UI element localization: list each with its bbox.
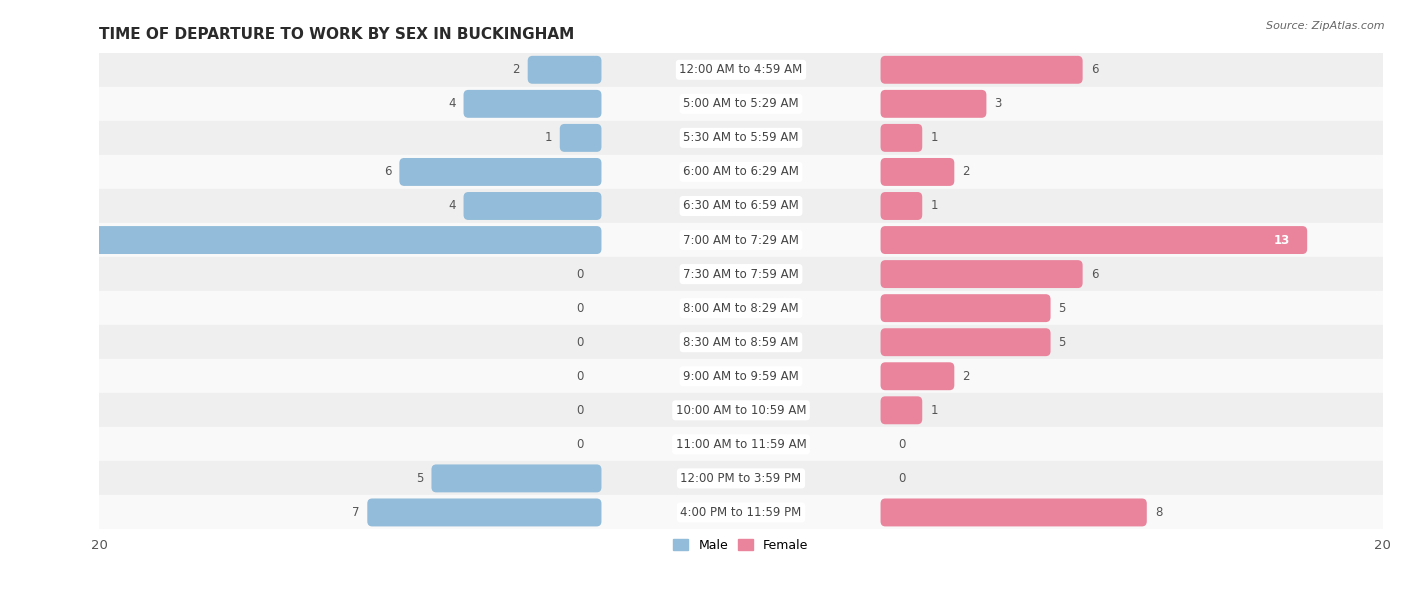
Text: 0: 0 xyxy=(576,438,583,451)
Text: 4: 4 xyxy=(449,97,456,110)
Text: 8:30 AM to 8:59 AM: 8:30 AM to 8:59 AM xyxy=(683,336,799,349)
Bar xyxy=(100,495,1382,529)
Bar xyxy=(100,359,1382,393)
Bar xyxy=(468,197,596,215)
Bar xyxy=(886,61,1078,78)
Text: 1: 1 xyxy=(931,200,938,213)
FancyBboxPatch shape xyxy=(880,362,955,390)
Bar xyxy=(100,427,1382,462)
Text: 5:30 AM to 5:59 AM: 5:30 AM to 5:59 AM xyxy=(683,131,799,144)
Text: 6: 6 xyxy=(384,166,391,178)
Text: 6: 6 xyxy=(1091,267,1098,280)
FancyBboxPatch shape xyxy=(367,498,602,526)
Text: 19: 19 xyxy=(0,233,17,247)
Bar xyxy=(100,189,1382,223)
Text: 4:00 PM to 11:59 PM: 4:00 PM to 11:59 PM xyxy=(681,506,801,519)
FancyBboxPatch shape xyxy=(527,56,602,84)
FancyBboxPatch shape xyxy=(880,260,1083,288)
Text: 5: 5 xyxy=(1059,336,1066,349)
FancyBboxPatch shape xyxy=(880,226,1308,254)
Bar xyxy=(100,223,1382,257)
FancyBboxPatch shape xyxy=(560,124,602,152)
Text: 2: 2 xyxy=(962,166,970,178)
Text: 0: 0 xyxy=(898,438,905,451)
FancyBboxPatch shape xyxy=(880,192,922,220)
Text: 5: 5 xyxy=(1059,302,1066,315)
Text: 2: 2 xyxy=(512,64,520,76)
FancyBboxPatch shape xyxy=(880,56,1083,84)
Text: 1: 1 xyxy=(544,131,551,144)
FancyBboxPatch shape xyxy=(399,158,602,186)
Text: 2: 2 xyxy=(962,369,970,383)
Bar xyxy=(565,129,596,147)
FancyBboxPatch shape xyxy=(464,90,602,118)
Text: 8: 8 xyxy=(1154,506,1163,519)
Text: 6:00 AM to 6:29 AM: 6:00 AM to 6:29 AM xyxy=(683,166,799,178)
Text: 6:30 AM to 6:59 AM: 6:30 AM to 6:59 AM xyxy=(683,200,799,213)
Text: 1: 1 xyxy=(931,131,938,144)
Text: 5:00 AM to 5:29 AM: 5:00 AM to 5:29 AM xyxy=(683,97,799,110)
FancyBboxPatch shape xyxy=(880,90,987,118)
Bar xyxy=(373,504,596,522)
Text: TIME OF DEPARTURE TO WORK BY SEX IN BUCKINGHAM: TIME OF DEPARTURE TO WORK BY SEX IN BUCK… xyxy=(100,27,575,42)
Bar xyxy=(100,325,1382,359)
Text: 8:00 AM to 8:29 AM: 8:00 AM to 8:29 AM xyxy=(683,302,799,315)
Bar xyxy=(886,368,949,385)
FancyBboxPatch shape xyxy=(464,192,602,220)
Bar xyxy=(886,197,918,215)
Text: 4: 4 xyxy=(449,200,456,213)
Text: 1: 1 xyxy=(931,404,938,417)
Bar xyxy=(468,95,596,113)
FancyBboxPatch shape xyxy=(880,498,1147,526)
Text: 7:30 AM to 7:59 AM: 7:30 AM to 7:59 AM xyxy=(683,267,799,280)
Bar xyxy=(886,333,1046,351)
FancyBboxPatch shape xyxy=(880,396,922,424)
Text: 11:00 AM to 11:59 AM: 11:00 AM to 11:59 AM xyxy=(676,438,807,451)
Bar xyxy=(886,266,1078,283)
Bar xyxy=(886,95,981,113)
Text: Source: ZipAtlas.com: Source: ZipAtlas.com xyxy=(1267,21,1385,31)
Text: 3: 3 xyxy=(994,97,1002,110)
Text: 0: 0 xyxy=(898,472,905,485)
Bar xyxy=(100,393,1382,427)
Text: 12:00 PM to 3:59 PM: 12:00 PM to 3:59 PM xyxy=(681,472,801,485)
Bar xyxy=(886,163,949,181)
Text: 6: 6 xyxy=(1091,64,1098,76)
Bar xyxy=(404,163,596,181)
Text: 5: 5 xyxy=(416,472,423,485)
Bar xyxy=(886,129,918,147)
Bar xyxy=(886,299,1046,317)
Text: 0: 0 xyxy=(576,369,583,383)
FancyBboxPatch shape xyxy=(880,158,955,186)
FancyBboxPatch shape xyxy=(0,226,602,254)
Text: 0: 0 xyxy=(576,267,583,280)
Bar xyxy=(100,291,1382,325)
Text: 9:00 AM to 9:59 AM: 9:00 AM to 9:59 AM xyxy=(683,369,799,383)
Bar xyxy=(100,53,1382,87)
Text: 12:00 AM to 4:59 AM: 12:00 AM to 4:59 AM xyxy=(679,64,803,76)
Bar xyxy=(100,87,1382,121)
Text: 7: 7 xyxy=(352,506,360,519)
Text: 10:00 AM to 10:59 AM: 10:00 AM to 10:59 AM xyxy=(676,404,806,417)
Bar xyxy=(436,469,596,487)
Bar xyxy=(886,231,1302,249)
FancyBboxPatch shape xyxy=(880,328,1050,356)
Text: 7:00 AM to 7:29 AM: 7:00 AM to 7:29 AM xyxy=(683,233,799,247)
Bar xyxy=(533,61,596,78)
FancyBboxPatch shape xyxy=(880,294,1050,322)
Bar xyxy=(100,257,1382,291)
Text: 13: 13 xyxy=(1274,233,1289,247)
FancyBboxPatch shape xyxy=(880,124,922,152)
Bar xyxy=(100,462,1382,495)
Legend: Male, Female: Male, Female xyxy=(668,533,814,557)
Text: 0: 0 xyxy=(576,404,583,417)
Bar xyxy=(100,155,1382,189)
FancyBboxPatch shape xyxy=(432,465,602,492)
Text: 0: 0 xyxy=(576,336,583,349)
Bar xyxy=(0,231,596,249)
Bar xyxy=(100,121,1382,155)
Bar xyxy=(886,402,918,419)
Bar xyxy=(886,504,1142,522)
Text: 0: 0 xyxy=(576,302,583,315)
